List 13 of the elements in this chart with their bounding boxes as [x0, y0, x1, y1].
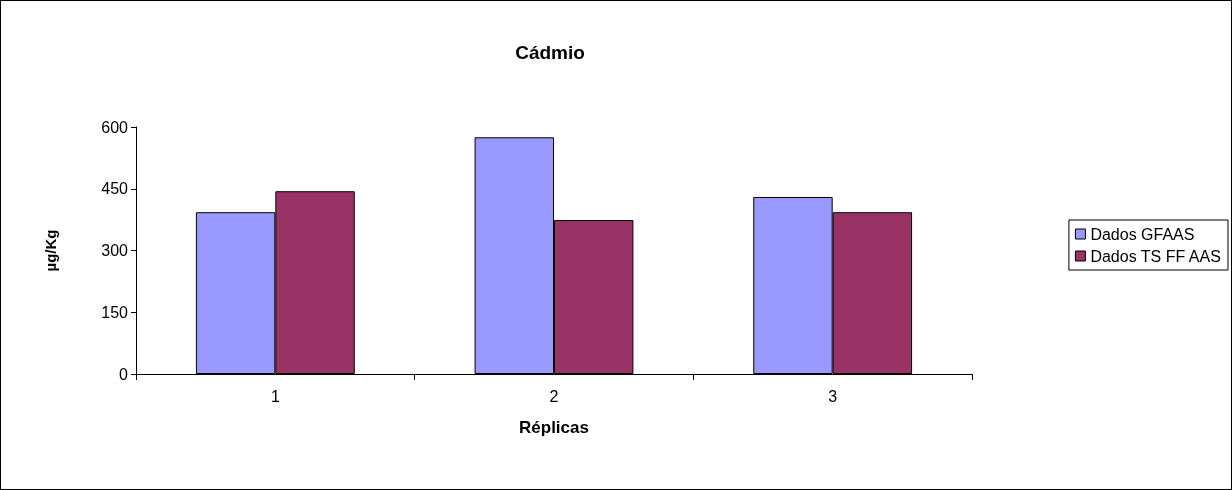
legend-label: Dados TS FF AAS [1090, 247, 1221, 265]
y-tick-label: 300 [101, 242, 129, 259]
y-tick-label: 600 [101, 118, 129, 136]
legend-label: Dados GFAAS [1090, 225, 1195, 243]
x-tick-label: 2 [549, 387, 559, 405]
chart-title: Cádmio [515, 42, 585, 63]
y-tick-label: 150 [101, 303, 129, 321]
x-axis-title: Réplicas [519, 418, 589, 437]
y-axis-title: µg/Kg [42, 229, 59, 272]
y-tick-label: 450 [101, 180, 129, 198]
x-tick-label: 1 [270, 387, 280, 405]
y-tick-label: 0 [119, 365, 129, 383]
x-tick-label: 3 [828, 387, 838, 405]
